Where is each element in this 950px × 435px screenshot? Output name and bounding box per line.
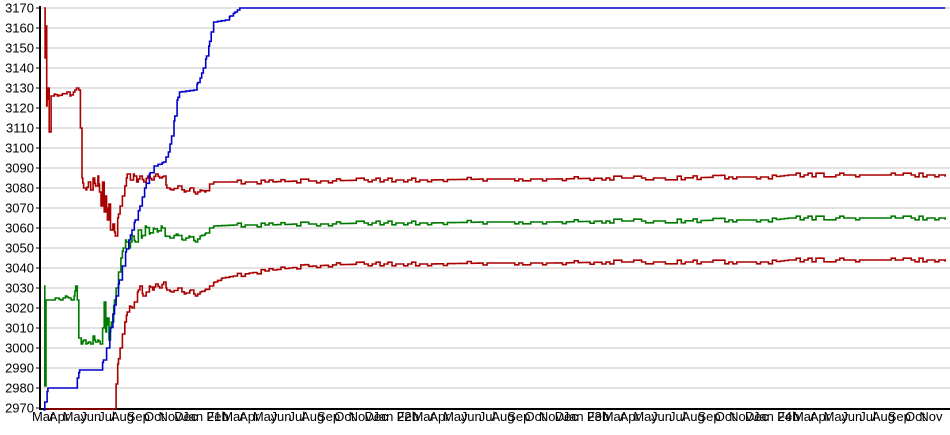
x-tick-label: Oct [334, 409, 355, 424]
x-tick-label: Sep [127, 409, 150, 424]
x-tick-label: Jul [98, 409, 115, 424]
y-tick-label: 3110 [6, 121, 34, 136]
x-tick-label: Feb [587, 409, 609, 424]
x-tick-label: May [824, 409, 849, 424]
x-tick-label: Mar [222, 409, 245, 424]
x-tick-label: Oct [905, 409, 926, 424]
y-tick-label: 3100 [5, 141, 34, 156]
x-tick-label: Aug [111, 409, 134, 424]
x-tick-label: Dec [745, 409, 769, 424]
x-tick-label: Jul [289, 409, 306, 424]
x-tick-label: Nov [158, 409, 182, 424]
y-tick-label: 3060 [5, 221, 34, 236]
x-tick-label: Sep [507, 409, 530, 424]
x-tick-label: Mar [793, 409, 816, 424]
x-tick-label: Jul [669, 409, 686, 424]
x-tick-label: Jun [841, 409, 862, 424]
x-tick-label: Jan 23 [563, 409, 602, 424]
x-tick-label: Nov [539, 409, 563, 424]
x-tick-label: Oct [715, 409, 736, 424]
x-tick-label: Nov [349, 409, 373, 424]
x-tick-label: Apr [620, 409, 641, 424]
x-tick-label: Jun [461, 409, 482, 424]
y-tick-label: 3050 [5, 241, 34, 256]
x-tick-label: Jun [651, 409, 672, 424]
x-tick-label: Feb [397, 409, 419, 424]
series-line-dark-red-lower [44, 257, 946, 410]
y-tick-label: 3090 [5, 161, 34, 176]
y-tick-label: 3160 [5, 21, 34, 36]
y-tick-label: 3120 [5, 101, 34, 116]
x-tick-label: Jan 22 [372, 409, 411, 424]
x-tick-label: May [63, 409, 88, 424]
x-tick-label: Aug [491, 409, 514, 424]
x-tick-label: Apr [239, 409, 260, 424]
x-tick-label: Jul [859, 409, 876, 424]
x-tick-label: Sep [697, 409, 720, 424]
x-tick-label: Nov [729, 409, 753, 424]
x-tick-label: Mar [32, 409, 55, 424]
y-gridlines [40, 7, 950, 389]
x-tick-label: Dec [365, 409, 389, 424]
x-tick-label: Sep [317, 409, 340, 424]
y-tick-label: 3070 [5, 201, 34, 216]
x-tick-label: Jan 24 [753, 409, 792, 424]
x-tick-label: Oct [144, 409, 165, 424]
x-tick-label: Jul [479, 409, 496, 424]
series-line-dark-red-upper [44, 7, 946, 237]
x-tick-label: Jun [270, 409, 291, 424]
y-tick-label: 3040 [5, 261, 34, 276]
x-tick-label: Nov [919, 409, 943, 424]
y-tick-label: 2980 [5, 381, 34, 396]
y-tick-label: 3140 [5, 61, 34, 76]
x-tick-label: Apr [810, 409, 831, 424]
y-tick-label: 3030 [5, 281, 34, 296]
series-line-green-middle [44, 215, 946, 387]
y-tick-label: 2970 [5, 401, 34, 416]
y-tick-labels: 2970 2980 2990 3000 3010 3020 3030 3040 3050 3060… [5, 1, 40, 416]
x-tick-label: May [443, 409, 468, 424]
x-tick-label: Mar [412, 409, 435, 424]
x-tick-label: Dec [555, 409, 579, 424]
y-tick-label: 3170 [5, 1, 34, 16]
x-tick-label: Jun [80, 409, 101, 424]
x-tick-label: Sep [888, 409, 911, 424]
x-tick-label: Dec [174, 409, 198, 424]
y-tick-label: 3130 [5, 81, 34, 96]
x-tick-label: May [633, 409, 658, 424]
x-tick-label: Apr [49, 409, 70, 424]
y-tick-label: 3020 [5, 301, 34, 316]
y-tick-label: 3000 [5, 341, 34, 356]
x-tick-label: Aug [301, 409, 324, 424]
y-tick-label: 2990 [5, 361, 34, 376]
x-tick-label: Jan 21 [182, 409, 221, 424]
x-tick-label: Aug [682, 409, 705, 424]
series-line-blue-index [43, 7, 946, 411]
x-tick-label: Feb [777, 409, 799, 424]
x-tick-label: Apr [429, 409, 450, 424]
y-tick-label: 3010 [5, 321, 34, 336]
y-tick-label: 3080 [5, 181, 34, 196]
x-tick-label: Oct [525, 409, 546, 424]
x-tick-label: Mar [603, 409, 626, 424]
x-tick-label: May [253, 409, 278, 424]
x-tick-label: Aug [872, 409, 895, 424]
y-tick-label: 3150 [5, 41, 34, 56]
x-tick-label: Feb [206, 409, 228, 424]
